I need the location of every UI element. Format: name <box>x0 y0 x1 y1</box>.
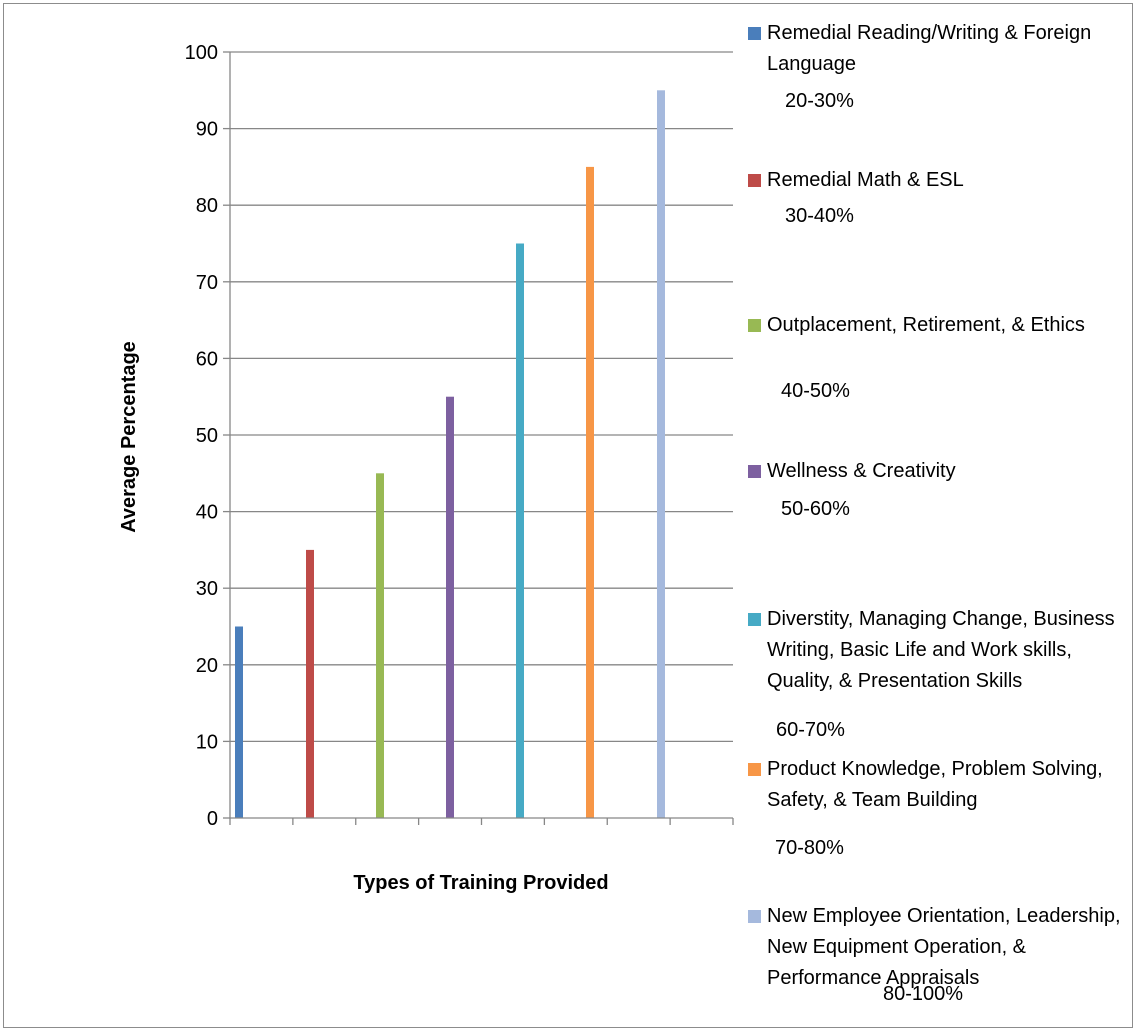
range-label: 20-30% <box>785 90 854 112</box>
y-tick-label: 0 <box>207 808 218 830</box>
y-tick-label: 30 <box>196 578 218 600</box>
legend-swatch <box>748 27 761 40</box>
y-tick-label: 40 <box>196 502 218 524</box>
legend-swatch <box>748 763 761 776</box>
legend-swatch <box>748 465 761 478</box>
legend-label: Outplacement, Retirement, & Ethics <box>767 314 1085 336</box>
y-tick-label: 90 <box>196 119 218 141</box>
legend-swatch <box>748 174 761 187</box>
legend-label: New Employee Orientation, Leadership, Ne… <box>767 905 1121 989</box>
x-axis-title: Types of Training Provided <box>353 872 608 894</box>
chart-frame <box>3 3 1133 1028</box>
y-axis-title: Average Percentage <box>118 341 140 533</box>
bar <box>586 166 594 818</box>
y-tick-label: 10 <box>196 731 218 753</box>
legend-label: Product Knowledge, Problem Solving, Safe… <box>767 758 1103 811</box>
bar <box>516 243 524 818</box>
legend-label: Diverstity, Managing Change, Business Wr… <box>767 608 1115 692</box>
legend-swatch <box>748 613 761 626</box>
y-tick-label: 20 <box>196 655 218 677</box>
legend: Remedial Reading/Writing & Foreign Langu… <box>748 0 1138 1032</box>
range-label: 40-50% <box>781 380 850 402</box>
y-tick-labels: 0 10 20 30 40 50 60 70 80 90 100 <box>185 42 218 830</box>
range-label: 50-60% <box>781 498 850 520</box>
bar <box>657 90 665 819</box>
legend-swatch <box>748 319 761 332</box>
range-label: 30-40% <box>785 205 854 227</box>
axes <box>223 51 734 825</box>
range-label: 70-80% <box>775 837 844 859</box>
legend-swatch <box>748 910 761 923</box>
range-label: 60-70% <box>776 719 845 741</box>
range-label: 80-100% <box>883 983 964 1005</box>
legend-label: Remedial Math & ESL <box>767 169 964 191</box>
bar <box>376 473 384 818</box>
y-tick-label: 100 <box>185 42 218 64</box>
bar <box>446 396 454 818</box>
bar <box>235 626 243 818</box>
bar <box>306 549 314 818</box>
bars <box>235 90 665 819</box>
y-tick-label: 80 <box>196 195 218 217</box>
legend-label: Remedial Reading/Writing & Foreign Langu… <box>767 22 1092 75</box>
y-tick-label: 60 <box>196 348 218 370</box>
legend-label: Wellness & Creativity <box>767 460 956 482</box>
y-tick-label: 50 <box>196 425 218 447</box>
y-tick-label: 70 <box>196 272 218 294</box>
